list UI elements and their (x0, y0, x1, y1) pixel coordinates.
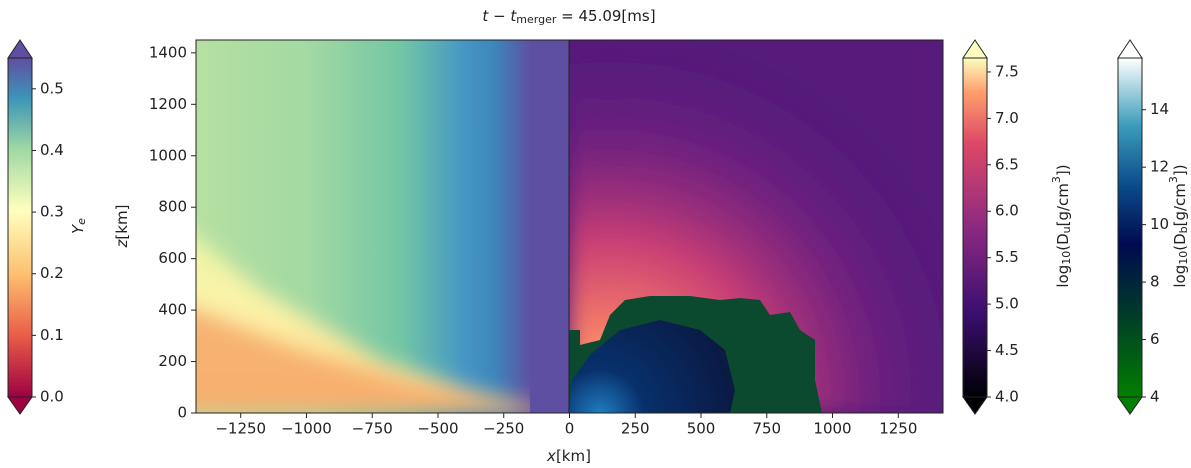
title-rest: = 45.09[ms] (556, 7, 655, 25)
colorbar-tick-label: 6 (1150, 330, 1160, 348)
x-tick-label: −250 (483, 420, 524, 438)
colorbar-extend-top (962, 39, 988, 59)
colorbar-label-part: 3 (1167, 176, 1180, 183)
colorbar-label-part: log (1171, 265, 1189, 288)
y-axis-label: z[km] (113, 205, 131, 249)
colorbar-label-var: Y (69, 223, 87, 234)
colorbar-tick-label: 14 (1150, 100, 1169, 118)
heatmap-right (569, 40, 943, 413)
x-tick-label: 1000 (813, 420, 851, 438)
colorbar-tick-label: 5.0 (995, 295, 1019, 313)
y-axis-var: z (113, 238, 131, 248)
colorbar-label-part: ]) (1171, 164, 1189, 176)
y-tick-label: 200 (158, 352, 187, 370)
colorbar-label-part: [g/cm (1171, 183, 1189, 226)
colorbar-label-part: [g/cm (1054, 183, 1072, 226)
colorbar-label-sub: e (75, 218, 88, 225)
title-var: t − t (482, 7, 517, 25)
x-tick-label: −500 (417, 420, 458, 438)
colorbar: 0.0 0.1 0.2 0.3 0.4 0.5 Ye (7, 39, 89, 415)
colorbar: 4.0 4.5 5.0 5.5 6.0 6.5 7.0 7.5 log10(Du[g/cm3]) (962, 39, 1073, 415)
colorbar-tick-label: 4 (1150, 388, 1160, 406)
colorbar-tick-label: 0.5 (40, 79, 64, 97)
x-tick-label: 500 (687, 420, 716, 438)
title-sub: merger (516, 13, 557, 26)
x-axis-label: x[km] (546, 447, 591, 465)
colorbar-label-part: (D (1171, 233, 1189, 250)
colorbar-scale (1117, 57, 1143, 398)
y-tick-label: 800 (158, 198, 187, 216)
x-tick-label: −750 (352, 420, 393, 438)
colorbar-tick-label: 0.3 (40, 203, 64, 221)
colorbar-tick-label: 0.2 (40, 264, 64, 282)
colorbar-tick-label: 10 (1150, 215, 1169, 233)
colorbar-tick-label: 6.5 (995, 155, 1019, 173)
colorbar-label-part: ]) (1054, 164, 1072, 176)
chart-title: t − tmerger = 45.09[ms] (482, 7, 655, 27)
colorbar-label-part: 10 (1060, 251, 1073, 265)
colorbar-label: log10(Du[g/cm3]) (1050, 164, 1073, 287)
colorbar-label-part: (D (1054, 233, 1072, 250)
y-tick-label: 0 (177, 404, 187, 422)
colorbar-tick-label: 7.5 (995, 62, 1019, 80)
colorbar-tick-label: 5.5 (995, 248, 1019, 266)
colorbar-label-part: 10 (1177, 251, 1190, 265)
colorbar-label-part: 3 (1050, 176, 1063, 183)
colorbar-tick-label: 0.0 (40, 388, 64, 406)
y-tick-label: 400 (158, 301, 187, 319)
colorbar-extend-bottom (1117, 396, 1143, 415)
x-tick-label: 250 (621, 420, 650, 438)
colorbar-tick-label: 7.0 (995, 109, 1019, 127)
heatmap-left (196, 40, 569, 413)
colorbar-tick-label: 8 (1150, 273, 1160, 291)
colorbar-tick-label: 4.5 (995, 341, 1019, 359)
y-tick-label: 1400 (149, 43, 187, 61)
colorbar-extend-top (1117, 39, 1143, 59)
colorbar-scale (7, 57, 33, 398)
x-axis-var: x (546, 447, 556, 465)
y-tick-label: 600 (158, 249, 187, 267)
colorbar-label-part: log (1054, 265, 1072, 288)
x-tick-label: 0 (565, 420, 575, 438)
x-tick-label: 750 (752, 420, 781, 438)
x-tick-label: −1250 (215, 420, 266, 438)
colorbar-tick-label: 6.0 (995, 202, 1019, 220)
y-axis-unit: [km] (113, 205, 131, 240)
colorbar-label-part: b (1177, 226, 1190, 233)
colorbar-scale (962, 57, 988, 398)
x-tick-label: 1250 (879, 420, 917, 438)
colorbar-extend-bottom (962, 396, 988, 415)
y-tick-label: 1200 (149, 95, 187, 113)
x-axis-unit: [km] (556, 447, 591, 465)
x-tick-label: −1000 (281, 420, 332, 438)
colorbar-label: log10(Db[g/cm3]) (1167, 164, 1190, 287)
colorbar-label: Ye (69, 218, 89, 234)
colorbar-label-part: u (1060, 226, 1073, 233)
colorbar-tick-label: 12 (1150, 158, 1169, 176)
y-tick-label: 1000 (149, 146, 187, 164)
colorbar-extend-bottom (7, 396, 33, 415)
colorbar-extend-top (7, 39, 33, 59)
colorbar-tick-label: 0.1 (40, 326, 64, 344)
colorbar-tick-label: 0.4 (40, 141, 64, 159)
colorbar-tick-label: 4.0 (995, 388, 1019, 406)
